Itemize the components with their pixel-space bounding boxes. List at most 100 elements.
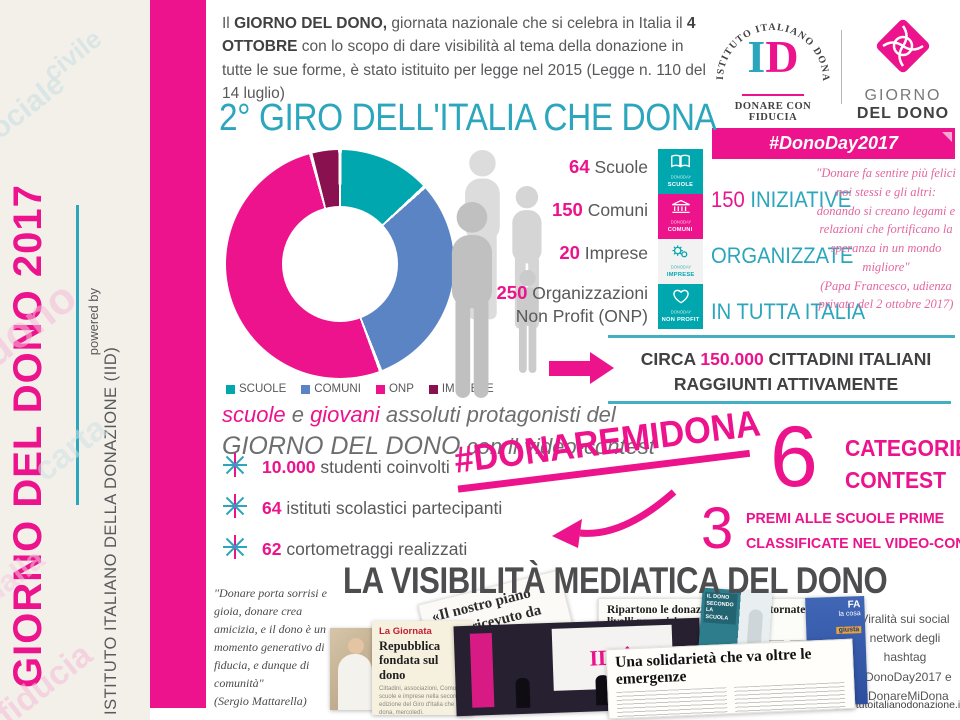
papa-francesco-quote: "Donare fa sentire più felici noi stessi… — [815, 164, 957, 314]
stat-onp: 250 Organizzazioni Non Profit (ONP) — [497, 281, 649, 328]
bullet-item: 62 cortometraggi realizzati — [222, 534, 502, 565]
badge-label: NON PROFIT — [661, 316, 700, 323]
prizes-line: PREMI ALLE SCUOLE PRIME — [746, 510, 945, 527]
solidarieta-article-clipping: Una solidarietà che va oltre le emergenz… — [605, 638, 856, 720]
badge-top-label: DONODAY — [670, 311, 691, 316]
donut-chart — [226, 150, 454, 378]
stat-value: 64 — [569, 156, 590, 177]
iniziative-line: IN TUTTA ITALIA — [711, 299, 866, 324]
swoosh-arrow-icon — [552, 489, 677, 548]
prizes-label: PREMI ALLE SCUOLE PRIME CLASSIFICATE NEL… — [746, 507, 960, 557]
reach-banner: CIRCA 150.000 CITTADINI ITALIANI RAGGIUN… — [618, 347, 954, 396]
quote-text: "Donare porta sorrisi e gioia, donare cr… — [214, 586, 327, 690]
iid-monogram: ID — [710, 34, 836, 80]
donoday-banner: #DonoDay2017 — [712, 128, 955, 159]
intro-text: giornata nazionale che si celebra in Ita… — [387, 15, 687, 32]
protag-scuole: scuole — [222, 402, 286, 427]
asterisk-icon — [222, 493, 248, 524]
gears-icon — [671, 244, 690, 264]
legend-item: ONP — [375, 383, 414, 395]
badge-top-label: DONODAY — [670, 176, 691, 181]
badge-top-label: DONODAY — [670, 266, 691, 271]
legend-swatch-icon — [428, 384, 438, 394]
prizes-line: CLASSIFICATE NEL VIDEO-CONTEST — [746, 534, 960, 552]
bullet-number: 10.000 — [262, 457, 316, 477]
arrow-right-head-icon — [590, 352, 614, 384]
iid-logo: ISTITUTO ITALIANO DONAZIONE ID DONARE CO… — [706, 0, 836, 126]
stat-scuole: 64 Scuole — [569, 155, 648, 179]
gdd-name-line2: DEL DONO — [856, 105, 950, 122]
pink-accent-bar — [150, 0, 206, 708]
badge-label: SCUOLE — [667, 181, 694, 188]
reach-count: 150.000 — [700, 349, 764, 369]
heart-icon — [672, 289, 690, 309]
asterisk-icon — [222, 534, 248, 565]
bullet-item: 64 istituti scolastici partecipanti — [222, 493, 503, 524]
legend-swatch-icon — [226, 384, 235, 394]
bullet-text: 64 istituti scolastici partecipanti — [262, 498, 503, 518]
social-virality-note: Viralità sui social network degli hashta… — [858, 612, 952, 703]
category-badge-scuole: DONODAY SCUOLE — [658, 149, 703, 194]
open-book-icon — [670, 154, 691, 174]
stat-value: 250 — [496, 282, 528, 303]
reach-text: CITTADINI ITALIANI RAGGIUNTI ATTIVAMENTE — [673, 349, 932, 394]
bullet-item: 10.000 studenti coinvolti — [222, 453, 502, 481]
intro-text: con lo scopo di dare visibilità al tema … — [222, 38, 706, 102]
mattarella-quote: "Donare porta sorrisi e gioia, donare cr… — [214, 584, 334, 710]
protag-text: e — [285, 402, 311, 427]
intro-paragraph: Il GIORNO DEL DONO, giornata nazionale c… — [222, 12, 706, 105]
divider-line-top — [608, 335, 955, 338]
stat-comuni: 150 Comuni — [552, 198, 648, 222]
iid-arc-icon: ISTITUTO ITALIANO DONAZIONE — [706, 0, 830, 82]
clipping-body: Cittadini, associazioni, Comuni, scuole … — [379, 686, 464, 715]
category-badge-strip: DONODAY SCUOLE DONODAY COMUNI DONODAY IMPRESE… — [658, 149, 703, 329]
protag-giorno-del-dono: GIORNO DEL DONO — [222, 431, 461, 460]
stat-label: Comuni — [587, 200, 648, 220]
intro-text: Il — [222, 15, 235, 32]
clipping-kicker: La Giornata — [379, 626, 432, 637]
iniziative-line: INIZIATIVE — [744, 187, 852, 212]
badge-label: COMUNI — [668, 226, 693, 233]
category-badge-comuni: DONODAY COMUNI — [658, 194, 703, 239]
tv-caption-highlight: giusta — [836, 626, 862, 635]
page-title: 2° GIRO DELL'ITALIA CHE DONA — [219, 97, 717, 139]
clipping-headline: Repubblica fondata sul dono — [379, 639, 441, 682]
gdd-diamond-icon — [876, 19, 930, 73]
gdd-name-line1: GIORNO — [864, 87, 942, 104]
category-badge-non-profit: DONODAY NON PROFIT — [658, 284, 703, 329]
badge-label: IMPRESE — [666, 271, 695, 278]
stat-label: Imprese — [584, 243, 648, 263]
stat-imprese: 20 Imprese — [559, 241, 648, 265]
stat-value: 150 — [551, 199, 583, 220]
bullet-text: 10.000 studenti coinvolti — [262, 457, 450, 477]
protag-giovani: giovani — [310, 402, 380, 427]
stat-value: 20 — [559, 242, 580, 263]
legend-swatch-icon — [375, 384, 385, 394]
bullets-list: 10.000 studenti coinvolti 64 istituti sco… — [222, 453, 503, 565]
legend-item: SCUOLE — [226, 383, 286, 395]
contest-line: CATEGORIE — [845, 435, 960, 461]
giorno-del-dono-logo: GIORNO DEL DONO — [851, 14, 955, 123]
clipping-headline: Una solidarietà che va oltre le emergenz… — [614, 645, 812, 689]
iid-letter-i: I — [747, 31, 766, 82]
protagonists-text: scuole e giovani assoluti protagonisti d… — [222, 400, 662, 463]
watermark-text: civile — [37, 23, 108, 87]
legend-label: SCUOLE — [239, 383, 287, 395]
people-silhouettes-icon — [451, 150, 542, 398]
bullet-number: 64 — [262, 498, 282, 518]
stat-label: Organizzazioni — [532, 283, 648, 303]
arrow-right-icon — [549, 361, 591, 376]
protag-text: assoluti protagonisti del — [379, 402, 616, 427]
contest-categories-label: CATEGORIE CONTEST — [845, 432, 960, 496]
legend-label: ONP — [388, 383, 414, 395]
logo-divider — [841, 30, 842, 104]
quote-attribution: (Sergio Mattarella) — [214, 694, 307, 708]
legend-label: COMUNI — [314, 383, 361, 395]
legend-item: COMUNI — [301, 383, 361, 395]
badge-top-label: DONODAY — [670, 221, 691, 226]
contest-categories-count: 6 — [770, 409, 818, 505]
powered-by-label: powered by — [86, 288, 101, 356]
sidebar-divider — [76, 205, 79, 505]
iniziative-line: ORGANIZZATE — [711, 243, 854, 268]
